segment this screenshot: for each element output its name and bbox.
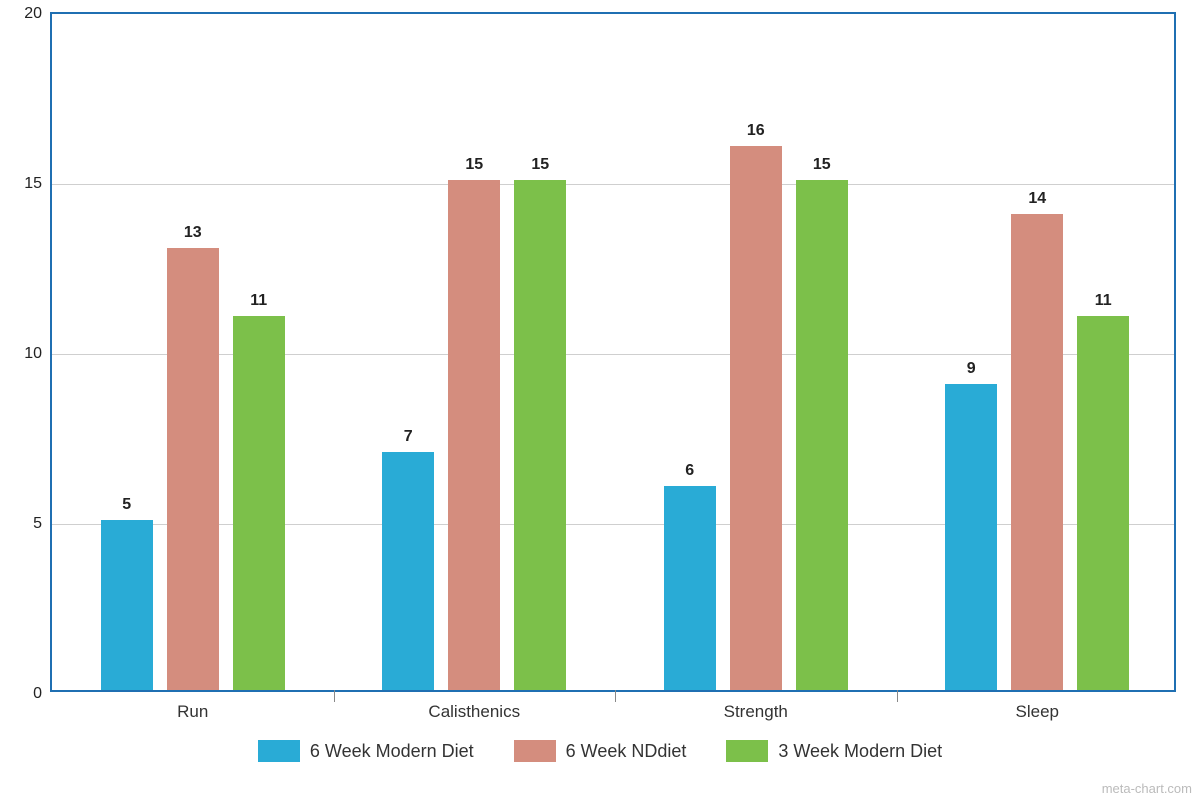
legend-label: 3 Week Modern Diet (778, 741, 942, 762)
bar-value-label: 11 (1095, 292, 1112, 310)
gridline (52, 184, 1174, 185)
bar: 15 (514, 180, 566, 690)
legend: 6 Week Modern Diet 6 Week NDdiet 3 Week Mo… (200, 740, 1000, 762)
legend-item: 6 Week NDdiet (514, 740, 687, 762)
bar: 5 (101, 520, 153, 690)
bar-value-label: 13 (184, 224, 202, 242)
bar-value-label: 14 (1028, 190, 1046, 208)
bar-value-label: 15 (465, 156, 483, 174)
bar-value-label: 9 (967, 360, 976, 378)
bar-value-label: 7 (404, 428, 413, 446)
bar: 13 (167, 248, 219, 690)
legend-swatch (514, 740, 556, 762)
bar: 11 (1077, 316, 1129, 690)
bar: 15 (448, 180, 500, 690)
y-axis-tick-label: 20 (24, 5, 42, 23)
x-axis-tick-label: Strength (724, 702, 788, 722)
x-axis-separator (615, 690, 616, 702)
y-axis-tick-label: 10 (24, 345, 42, 363)
bar: 14 (1011, 214, 1063, 690)
chart-container: 05101520Run51311Calisthenics71515Strengt… (0, 0, 1200, 800)
y-axis-tick-label: 0 (33, 685, 42, 703)
legend-label: 6 Week NDdiet (566, 741, 687, 762)
bar-value-label: 6 (685, 462, 694, 480)
x-axis-separator (897, 690, 898, 702)
bar: 15 (796, 180, 848, 690)
x-axis-tick-label: Calisthenics (428, 702, 520, 722)
x-axis-separator (334, 690, 335, 702)
gridline (52, 354, 1174, 355)
x-axis-tick-label: Run (177, 702, 208, 722)
bar-value-label: 15 (531, 156, 549, 174)
gridline (52, 524, 1174, 525)
legend-item: 3 Week Modern Diet (726, 740, 942, 762)
watermark: meta-chart.com (1102, 781, 1192, 796)
bar-value-label: 5 (122, 496, 131, 514)
plot-area: 05101520Run51311Calisthenics71515Strengt… (50, 12, 1176, 692)
bar-value-label: 11 (250, 292, 267, 310)
bar: 7 (382, 452, 434, 690)
legend-item: 6 Week Modern Diet (258, 740, 474, 762)
y-axis-tick-label: 15 (24, 175, 42, 193)
legend-label: 6 Week Modern Diet (310, 741, 474, 762)
bar-value-label: 16 (747, 122, 765, 140)
y-axis-tick-label: 5 (33, 515, 42, 533)
x-axis-tick-label: Sleep (1016, 702, 1059, 722)
legend-swatch (258, 740, 300, 762)
bar: 9 (945, 384, 997, 690)
bar: 6 (664, 486, 716, 690)
bar: 16 (730, 146, 782, 690)
bar: 11 (233, 316, 285, 690)
bar-value-label: 15 (813, 156, 831, 174)
legend-swatch (726, 740, 768, 762)
